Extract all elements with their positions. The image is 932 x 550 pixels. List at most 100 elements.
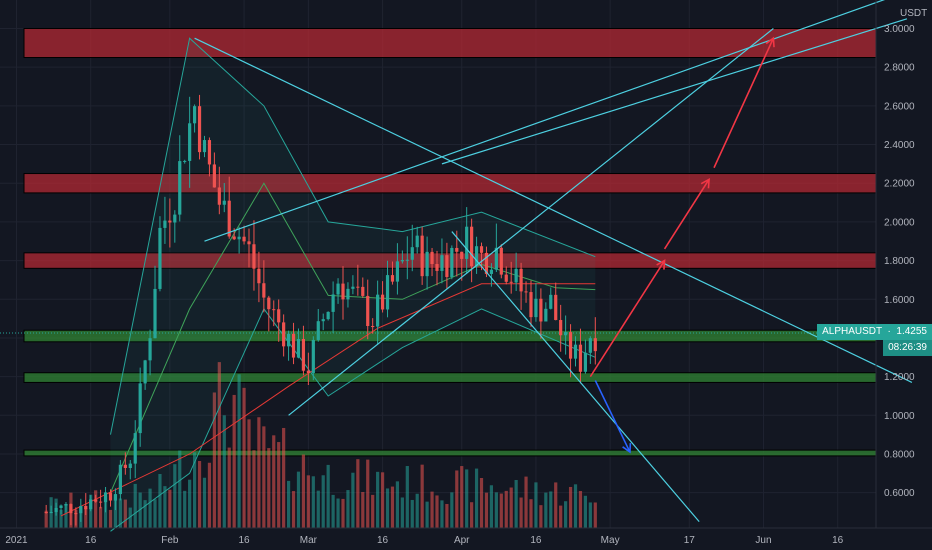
candle-body <box>123 464 127 469</box>
volume-bar <box>559 505 563 528</box>
candle-body <box>252 244 256 269</box>
price-tick-label: 1.6000 <box>884 295 915 306</box>
volume-bar <box>123 499 127 528</box>
volume-bar <box>336 498 340 528</box>
candle-body <box>410 247 414 260</box>
trendline <box>288 28 774 416</box>
volume-bar <box>252 450 256 528</box>
candle-body <box>277 309 281 323</box>
candle-body <box>415 235 419 248</box>
price-tick-label: 2.2000 <box>884 179 915 190</box>
moving-average <box>60 283 596 517</box>
volume-bar <box>445 503 449 528</box>
volume-bar <box>415 493 419 528</box>
candle-body <box>272 309 276 311</box>
volume-bar <box>148 488 152 528</box>
time-tick-label: 16 <box>85 535 97 546</box>
price-tick-label: 0.6000 <box>884 488 915 499</box>
candle-body <box>385 275 390 310</box>
volume-bar <box>118 498 122 528</box>
volume-bar <box>539 505 543 528</box>
arrow-shaft <box>589 260 666 378</box>
candle-body <box>519 268 523 292</box>
candle-body <box>331 294 335 312</box>
candle-body <box>158 227 162 289</box>
candle-body <box>138 383 142 434</box>
trendline <box>204 0 886 242</box>
candle-body <box>445 255 449 277</box>
candle-body <box>202 140 207 153</box>
price-axis[interactable]: 3.0000 2.8000 2.6000 2.4000 2.2000 2.0000 1.80… <box>884 24 915 499</box>
candle-body <box>192 106 197 124</box>
projection-arrows[interactable] <box>589 36 775 454</box>
candle-body <box>559 319 563 336</box>
candle-body <box>183 160 187 162</box>
price-tick-label: 1.2000 <box>884 372 915 383</box>
candle-body <box>257 268 261 284</box>
volume-bar <box>400 497 404 528</box>
volume-bar <box>286 480 291 528</box>
currency-label: USDT <box>900 8 927 19</box>
volume-bar <box>583 495 588 528</box>
candle-body <box>356 286 360 288</box>
candle-body <box>296 339 301 358</box>
volume-bar <box>321 475 325 528</box>
candle-body <box>465 226 469 259</box>
time-tick-label: 16 <box>377 535 389 546</box>
volume-bar <box>153 499 157 528</box>
volume-bar <box>573 484 578 528</box>
volume-bar <box>227 447 231 528</box>
candle-body <box>361 286 365 296</box>
symbol-price-tag: ALPHAUSDT · 1.4255 <box>817 324 932 340</box>
candle-body <box>98 501 103 503</box>
trendline <box>441 18 908 165</box>
candle-body <box>207 140 212 165</box>
candle-body <box>84 505 88 510</box>
volume-bar <box>435 495 439 528</box>
bollinger-lower <box>110 307 596 532</box>
time-axis[interactable]: 2021 16 Feb 16 Mar 16 Apr 16 May 17 Jun 16 <box>5 535 843 546</box>
volume-bar <box>98 506 103 528</box>
candle-body <box>69 504 73 514</box>
candle-body <box>286 333 291 347</box>
arrow-shaft <box>663 178 710 250</box>
candles <box>44 94 597 526</box>
candle-body <box>474 246 479 267</box>
candle-body <box>232 236 236 240</box>
candle-body <box>74 513 78 515</box>
candle-body <box>301 339 306 371</box>
volume-bar <box>460 466 464 528</box>
candle-body <box>568 332 573 359</box>
price-zones <box>0 28 877 457</box>
candle-body <box>118 464 122 495</box>
candle-body <box>316 321 320 340</box>
price-tick-label: 2.0000 <box>884 217 915 228</box>
candle-body <box>549 294 553 309</box>
volume-bar <box>113 495 118 528</box>
volume-bar <box>192 452 197 528</box>
candle-body <box>564 332 568 336</box>
volume-bar <box>331 494 335 528</box>
volume-bar <box>94 490 98 528</box>
candle-body <box>504 274 508 282</box>
resistance-zone <box>23 28 877 59</box>
candle-body <box>524 291 528 293</box>
candle-body <box>539 298 543 322</box>
trendline <box>451 231 700 523</box>
trendlines[interactable] <box>194 0 913 523</box>
time-tick-label: 16 <box>530 535 542 546</box>
volume-bar <box>44 510 48 528</box>
countdown-tag: 08:26:39 <box>883 340 932 356</box>
volume-bar <box>465 469 469 528</box>
candle-body <box>455 247 459 252</box>
candle-body <box>470 226 474 267</box>
candle-body <box>108 492 113 501</box>
volume-bar <box>588 502 592 528</box>
candle-body <box>197 106 202 153</box>
volume-bar <box>257 417 261 528</box>
candle-body <box>336 283 340 295</box>
candle-body <box>153 288 157 339</box>
candle-body <box>494 247 498 270</box>
candle-body <box>499 247 503 275</box>
